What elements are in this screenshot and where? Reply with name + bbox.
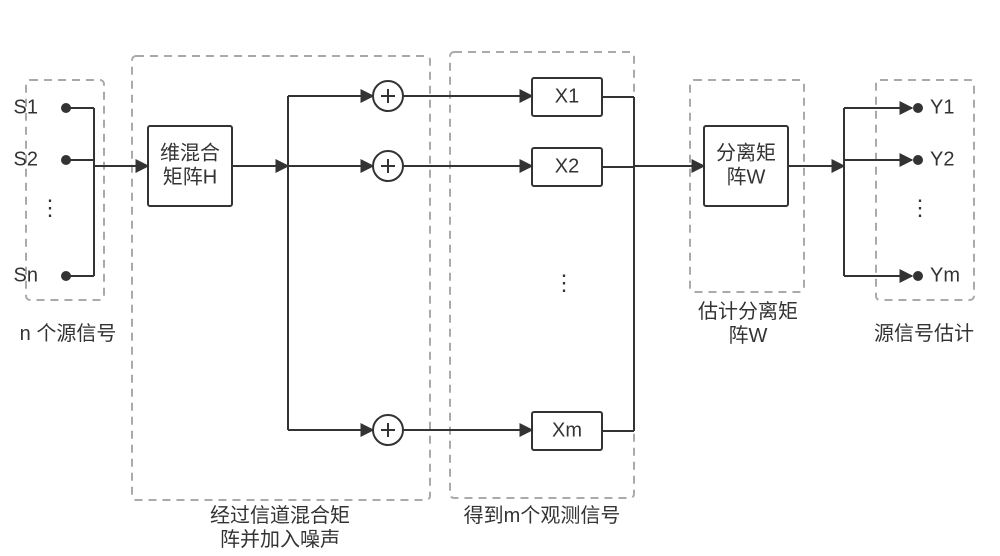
sources-vdots: ⋮ bbox=[39, 195, 61, 220]
output-label: Ym bbox=[930, 264, 960, 286]
separation-label-2: 阵W bbox=[727, 165, 766, 188]
source-label: Sn bbox=[14, 264, 38, 286]
sources-caption: n 个源信号 bbox=[20, 322, 117, 345]
sources-group: S1 S2 Sn ⋮ n 个源信号 bbox=[14, 80, 117, 345]
separation-caption-1: 估计分离矩 bbox=[698, 300, 798, 323]
output-label: Y2 bbox=[930, 148, 954, 170]
separation-caption-2: 阵W bbox=[729, 324, 768, 347]
output-label: Y1 bbox=[930, 96, 954, 118]
observations-group: X1 X2 Xm ⋮ 得到m个观测信号 bbox=[403, 52, 634, 527]
mixing-caption-1: 经过信道混合矩 bbox=[210, 504, 350, 527]
outputs-vdots: ⋮ bbox=[909, 195, 931, 220]
observation-label: X2 bbox=[555, 155, 579, 177]
source-label: S2 bbox=[14, 148, 38, 170]
output-dot bbox=[913, 271, 923, 281]
separation-label-1: 分离矩 bbox=[716, 141, 776, 164]
output-dot bbox=[913, 103, 923, 113]
observations-vdots: ⋮ bbox=[553, 270, 575, 295]
bss-flowchart: S1 S2 Sn ⋮ n 个源信号 维混合矩阵H 经过信道混合矩阵并加入噪声 X1 X2 Xm ⋮ 得… bbox=[0, 0, 1000, 556]
output-dot bbox=[913, 155, 923, 165]
outputs-caption: 源信号估计 bbox=[874, 322, 974, 345]
mixing-group: 维混合矩阵H 经过信道混合矩阵并加入噪声 bbox=[132, 56, 430, 551]
mixing-label-2: 矩阵H bbox=[163, 165, 217, 188]
mixing-label-1: 维混合 bbox=[160, 141, 220, 164]
outputs-group: Y1 Y2 Ym ⋮ 源信号估计 bbox=[788, 80, 974, 345]
separation-group: 分离矩阵W估计分离矩阵W bbox=[634, 80, 804, 347]
adders-group bbox=[232, 81, 403, 445]
observation-label: X1 bbox=[555, 85, 579, 107]
source-label: S1 bbox=[14, 96, 38, 118]
mixing-caption-2: 阵并加入噪声 bbox=[220, 528, 340, 551]
observation-label: Xm bbox=[552, 419, 582, 441]
observations-caption: 得到m个观测信号 bbox=[464, 504, 621, 527]
